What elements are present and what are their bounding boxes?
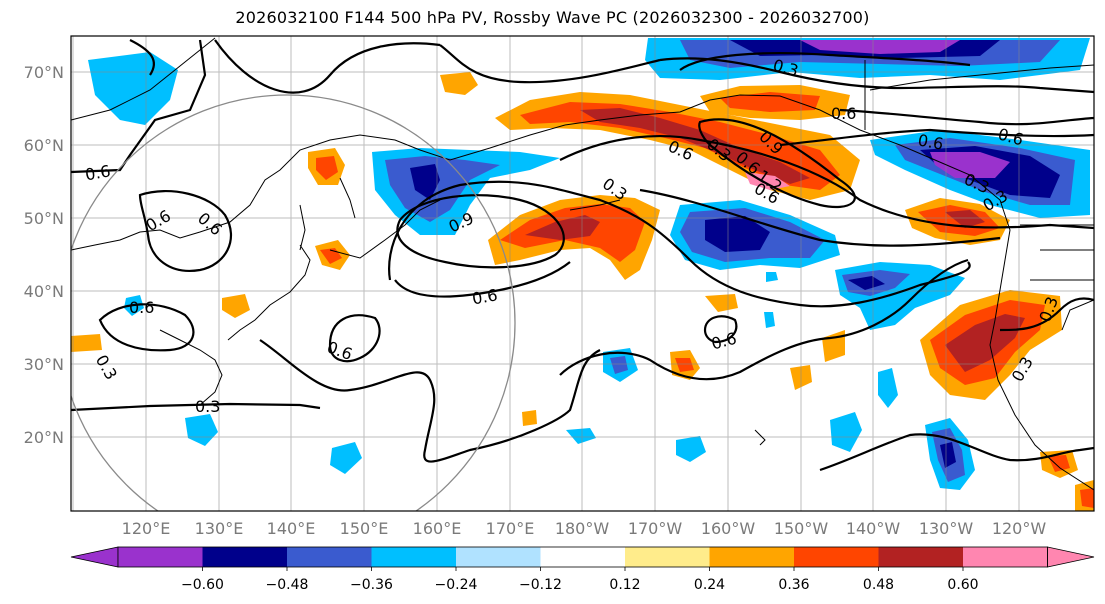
colorbar-segment bbox=[540, 547, 625, 567]
lat-label: 60°N bbox=[24, 136, 64, 155]
lon-label: 120°W bbox=[992, 519, 1047, 538]
lon-label: 140°E bbox=[267, 519, 316, 538]
colorbar-tick-label: −0.24 bbox=[435, 577, 478, 593]
colorbar-segment bbox=[371, 547, 456, 567]
contour-label: 0.6 bbox=[831, 104, 856, 123]
colorbar-tick-label: −0.36 bbox=[350, 577, 393, 593]
colorbar-segment bbox=[878, 547, 963, 567]
colorbar-segment bbox=[118, 547, 203, 567]
longitude-labels: 120°E 130°E 140°E 150°E 160°E 170°E 180°… bbox=[122, 519, 1047, 538]
lon-label: 140°W bbox=[846, 519, 901, 538]
lon-label: 120°E bbox=[122, 519, 171, 538]
contour-label: 0.6 bbox=[84, 161, 112, 184]
lon-label: 150°W bbox=[774, 519, 829, 538]
colorbar-tick-label: 0.48 bbox=[863, 577, 894, 593]
colorbar-tick-label: −0.48 bbox=[266, 577, 309, 593]
map-title: 2026032100 F144 500 hPa PV, Rossby Wave … bbox=[235, 8, 870, 27]
lat-label: 30°N bbox=[24, 355, 64, 374]
pv-contours bbox=[71, 39, 1094, 472]
lon-label: 180°W bbox=[555, 519, 610, 538]
colorbar-segment bbox=[963, 547, 1048, 567]
colorbar-tick-label: 0.60 bbox=[947, 577, 978, 593]
lon-label: 160°W bbox=[701, 519, 756, 538]
latitude-labels: 70°N 60°N 50°N 40°N 30°N 20°N bbox=[24, 63, 64, 447]
colorbar-segment bbox=[794, 547, 879, 567]
lon-label: 160°E bbox=[413, 519, 462, 538]
colorbar-tick-label: −0.60 bbox=[181, 577, 224, 593]
lon-label: 170°W bbox=[628, 519, 683, 538]
colorbar-segment bbox=[202, 547, 287, 567]
contour-label: 0.6 bbox=[129, 298, 154, 317]
colorbar-tick-label: 0.24 bbox=[694, 577, 725, 593]
contour-label: 0.3 bbox=[195, 397, 220, 416]
colorbar-tick-label: 0.36 bbox=[778, 577, 809, 593]
colorbar-segment bbox=[625, 547, 710, 567]
neg-anomaly-arctic-west bbox=[88, 52, 178, 125]
lat-label: 50°N bbox=[24, 209, 64, 228]
map-border bbox=[70, 35, 1095, 512]
gridlines bbox=[71, 36, 1094, 511]
colorbar: −0.60 −0.48 −0.36 −0.24 −0.12 0.12 0.24 … bbox=[70, 546, 1095, 593]
radius-circle bbox=[71, 94, 516, 511]
lat-label: 40°N bbox=[24, 282, 64, 301]
colorbar-segment bbox=[456, 547, 541, 567]
pv-shading bbox=[71, 38, 1094, 511]
colorbar-segment bbox=[709, 547, 794, 567]
lon-label: 170°E bbox=[486, 519, 535, 538]
lon-label: 130°E bbox=[195, 519, 244, 538]
colorbar-max-extend bbox=[1047, 546, 1095, 568]
contour-label: 0.6 bbox=[916, 131, 944, 154]
colorbar-tick-label: −0.12 bbox=[519, 577, 562, 593]
colorbar-min-extend bbox=[70, 546, 119, 568]
lon-label: 150°E bbox=[340, 519, 389, 538]
contour-label: 0.6 bbox=[471, 285, 499, 308]
lat-label: 20°N bbox=[24, 428, 64, 447]
lat-label: 70°N bbox=[24, 63, 64, 82]
colorbar-segment bbox=[287, 547, 372, 567]
colorbar-tick-label: 0.12 bbox=[609, 577, 640, 593]
lon-label: 130°W bbox=[919, 519, 974, 538]
